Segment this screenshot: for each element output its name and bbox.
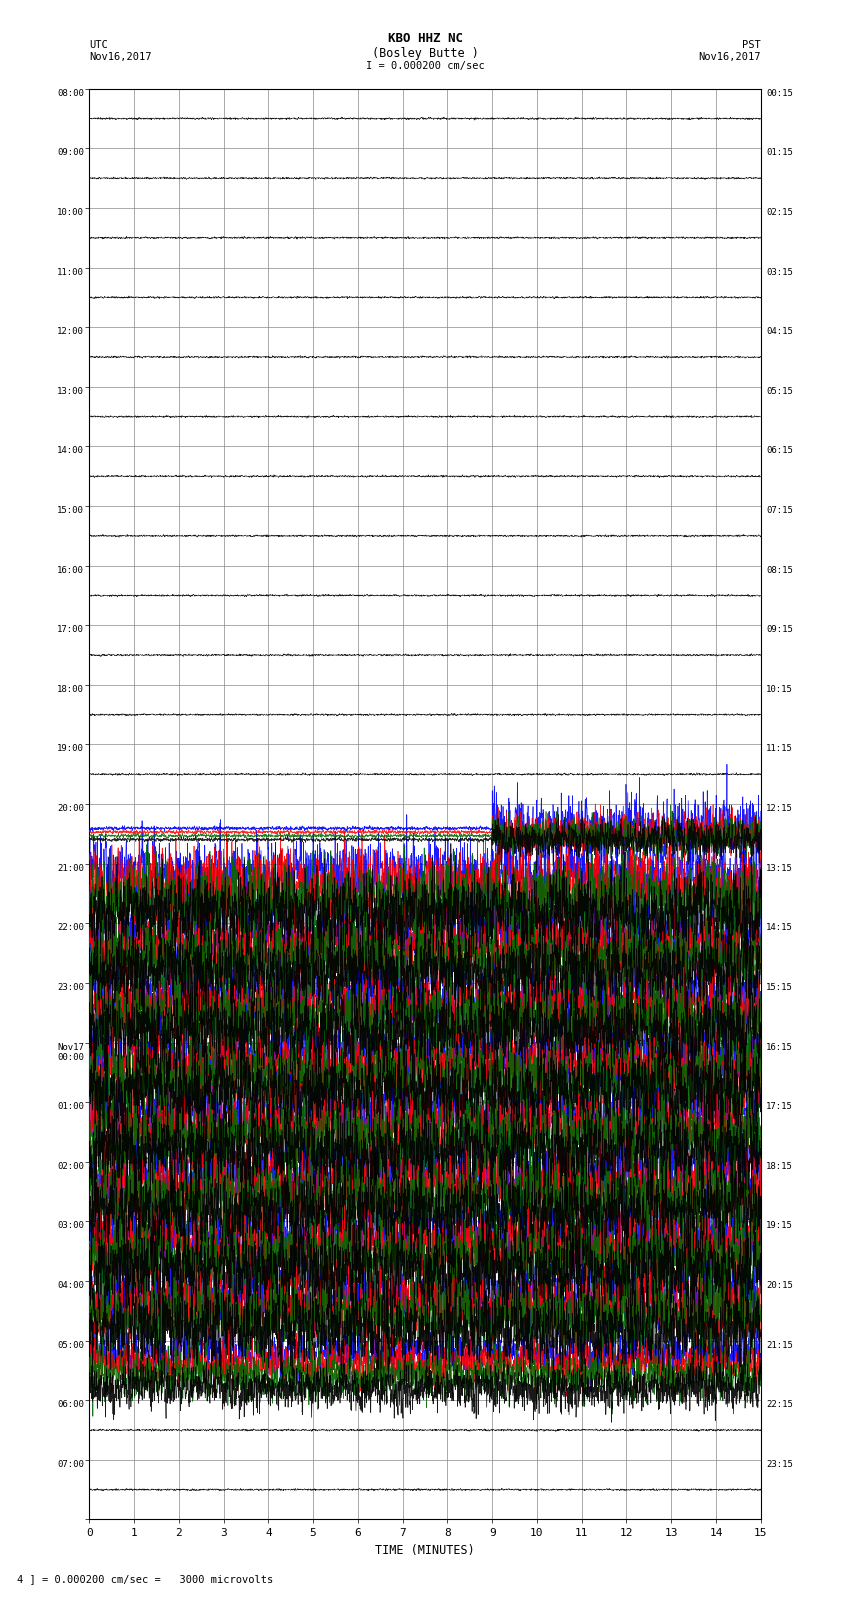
Text: 09:15: 09:15 bbox=[766, 626, 793, 634]
Text: 05:00: 05:00 bbox=[57, 1340, 84, 1350]
X-axis label: TIME (MINUTES): TIME (MINUTES) bbox=[375, 1544, 475, 1557]
Text: 07:15: 07:15 bbox=[766, 506, 793, 515]
Text: 05:15: 05:15 bbox=[766, 387, 793, 395]
Text: 02:15: 02:15 bbox=[766, 208, 793, 216]
Text: 22:00: 22:00 bbox=[57, 923, 84, 932]
Text: 17:15: 17:15 bbox=[766, 1102, 793, 1111]
Text: 19:00: 19:00 bbox=[57, 745, 84, 753]
Text: 01:15: 01:15 bbox=[766, 148, 793, 158]
Text: 23:00: 23:00 bbox=[57, 982, 84, 992]
Text: KBO HHZ NC: KBO HHZ NC bbox=[388, 32, 462, 45]
Text: 22:15: 22:15 bbox=[766, 1400, 793, 1410]
Text: 13:15: 13:15 bbox=[766, 863, 793, 873]
Text: Nov17
00:00: Nov17 00:00 bbox=[57, 1042, 84, 1061]
Text: 15:00: 15:00 bbox=[57, 506, 84, 515]
Text: 20:00: 20:00 bbox=[57, 805, 84, 813]
Text: PST
Nov16,2017: PST Nov16,2017 bbox=[698, 40, 761, 61]
Text: 14:00: 14:00 bbox=[57, 447, 84, 455]
Text: 17:00: 17:00 bbox=[57, 626, 84, 634]
Text: 06:15: 06:15 bbox=[766, 447, 793, 455]
Text: 03:00: 03:00 bbox=[57, 1221, 84, 1231]
Text: 07:00: 07:00 bbox=[57, 1460, 84, 1469]
Text: 15:15: 15:15 bbox=[766, 982, 793, 992]
Text: 19:15: 19:15 bbox=[766, 1221, 793, 1231]
Text: 18:00: 18:00 bbox=[57, 686, 84, 694]
Text: I = 0.000200 cm/sec: I = 0.000200 cm/sec bbox=[366, 61, 484, 71]
Text: 00:15: 00:15 bbox=[766, 89, 793, 98]
Text: (Bosley Butte ): (Bosley Butte ) bbox=[371, 47, 479, 60]
Text: 10:00: 10:00 bbox=[57, 208, 84, 216]
Text: 14:15: 14:15 bbox=[766, 923, 793, 932]
Text: UTC
Nov16,2017: UTC Nov16,2017 bbox=[89, 40, 152, 61]
Text: 12:15: 12:15 bbox=[766, 805, 793, 813]
Text: 09:00: 09:00 bbox=[57, 148, 84, 158]
Text: 21:00: 21:00 bbox=[57, 863, 84, 873]
Text: 04:15: 04:15 bbox=[766, 327, 793, 336]
Text: 21:15: 21:15 bbox=[766, 1340, 793, 1350]
Text: 10:15: 10:15 bbox=[766, 686, 793, 694]
Text: 03:15: 03:15 bbox=[766, 268, 793, 276]
Text: 08:15: 08:15 bbox=[766, 566, 793, 574]
Text: 16:00: 16:00 bbox=[57, 566, 84, 574]
Text: 18:15: 18:15 bbox=[766, 1161, 793, 1171]
Text: 16:15: 16:15 bbox=[766, 1042, 793, 1052]
Text: 08:00: 08:00 bbox=[57, 89, 84, 98]
Text: 13:00: 13:00 bbox=[57, 387, 84, 395]
Text: 20:15: 20:15 bbox=[766, 1281, 793, 1290]
Text: 23:15: 23:15 bbox=[766, 1460, 793, 1469]
Text: 04:00: 04:00 bbox=[57, 1281, 84, 1290]
Text: 01:00: 01:00 bbox=[57, 1102, 84, 1111]
Text: 02:00: 02:00 bbox=[57, 1161, 84, 1171]
Text: 11:15: 11:15 bbox=[766, 745, 793, 753]
Text: 11:00: 11:00 bbox=[57, 268, 84, 276]
Text: 4 ] = 0.000200 cm/sec =   3000 microvolts: 4 ] = 0.000200 cm/sec = 3000 microvolts bbox=[17, 1574, 273, 1584]
Text: 06:00: 06:00 bbox=[57, 1400, 84, 1410]
Text: 12:00: 12:00 bbox=[57, 327, 84, 336]
